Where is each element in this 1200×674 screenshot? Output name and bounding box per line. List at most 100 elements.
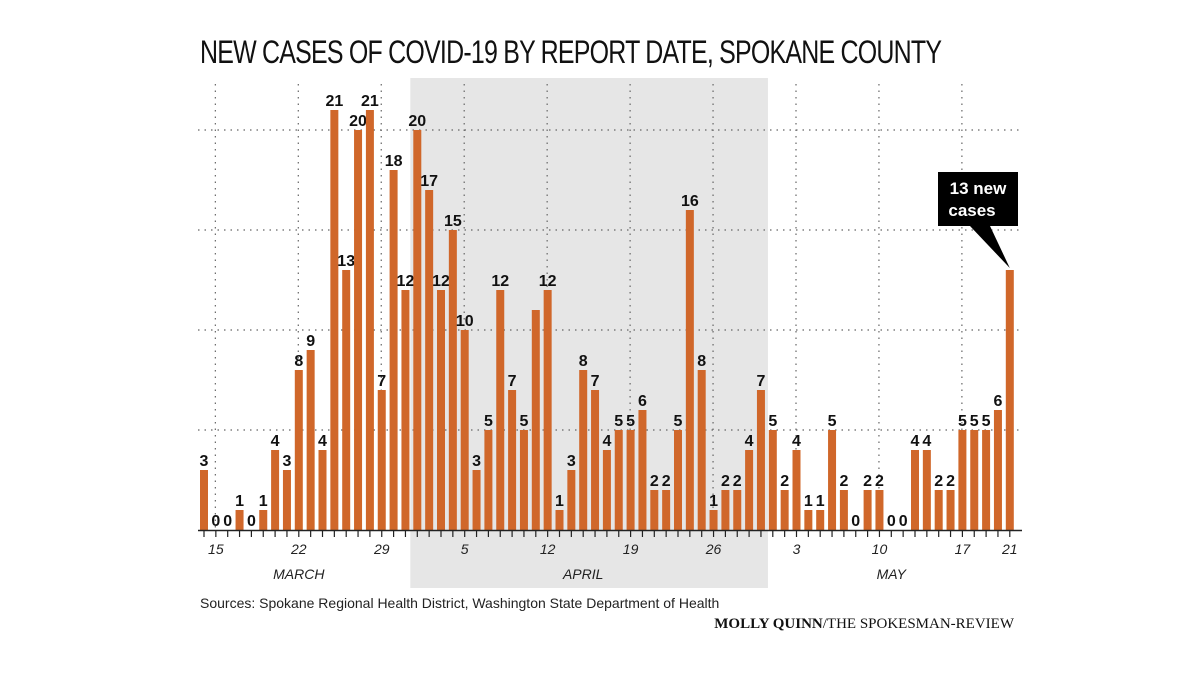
- callout-text-line2: cases: [948, 201, 995, 220]
- bar: [543, 290, 552, 530]
- x-tick-label: 29: [373, 541, 390, 557]
- bar-value-label: 5: [674, 413, 683, 430]
- bar-value-label: 5: [982, 413, 991, 430]
- bar-value-label: 4: [911, 433, 920, 450]
- bar: [591, 390, 600, 530]
- bar-value-label: 5: [768, 413, 777, 430]
- bar: [496, 290, 505, 530]
- bar-value-label: 2: [946, 473, 955, 490]
- bar-value-label: 2: [875, 473, 884, 490]
- bar-value-label: 2: [780, 473, 789, 490]
- bar-value-label: 3: [472, 453, 481, 470]
- bar-value-label: 0: [899, 513, 908, 530]
- bar: [958, 430, 967, 530]
- credit-name: MOLLY QUINN: [714, 616, 823, 632]
- bar: [472, 470, 481, 530]
- bar-value-label: 5: [484, 413, 493, 430]
- month-label: MARCH: [273, 566, 325, 582]
- bar: [259, 510, 268, 530]
- bar-value-label: 21: [325, 93, 343, 110]
- bar: [768, 430, 777, 530]
- bar: [354, 130, 363, 530]
- bar: [638, 410, 647, 530]
- bar-value-label: 20: [408, 113, 426, 130]
- bar: [626, 430, 635, 530]
- x-tick-label: 22: [290, 541, 307, 557]
- bar-value-label: 2: [934, 473, 943, 490]
- bar: [602, 450, 611, 530]
- bar-value-label: 9: [306, 333, 315, 350]
- credit-org: /THE SPOKESMAN-REVIEW: [822, 616, 1014, 632]
- bar-value-label: 5: [970, 413, 979, 430]
- bar-value-label: 12: [491, 273, 509, 290]
- bar: [674, 430, 682, 530]
- bar-value-label: 8: [697, 353, 706, 370]
- callout-box: [938, 172, 1018, 226]
- x-tick-label: 21: [1001, 541, 1018, 557]
- month-label: APRIL: [562, 566, 603, 582]
- bar: [519, 430, 528, 530]
- bar-value-label: 4: [271, 433, 280, 450]
- bar: [934, 490, 943, 530]
- bar: [756, 390, 765, 530]
- bar: [662, 490, 671, 530]
- bar-value-label: 4: [745, 433, 754, 450]
- chart-title: NEW CASES OF COVID-19 BY REPORT DATE, SP…: [200, 34, 942, 70]
- bar-value-label: 5: [958, 413, 967, 430]
- bar: [946, 490, 955, 530]
- bar-value-label: 2: [721, 473, 730, 490]
- bar: [745, 450, 754, 530]
- bar-value-label: 6: [638, 393, 647, 410]
- bar: [200, 470, 208, 530]
- bar-value-label: 10: [456, 313, 474, 330]
- bar-value-label: 5: [614, 413, 623, 430]
- bar-value-label: 1: [259, 493, 268, 510]
- bar: [970, 430, 979, 530]
- bar: [330, 110, 339, 530]
- bar: [306, 350, 315, 530]
- bar: [828, 430, 837, 530]
- bar-value-label: 3: [200, 453, 209, 470]
- bar: [365, 110, 374, 530]
- bar-value-label: 5: [828, 413, 837, 430]
- bar: [982, 430, 991, 530]
- bar-value-label: 0: [223, 513, 232, 530]
- bar: [733, 490, 742, 530]
- bar: [401, 290, 410, 530]
- bar: [709, 510, 718, 530]
- bar-value-label: 13: [337, 253, 355, 270]
- x-tick-label: 17: [955, 541, 972, 557]
- bar: [508, 390, 517, 530]
- bar: [271, 450, 280, 530]
- bar-value-label: 21: [361, 93, 379, 110]
- bar-value-label: 2: [839, 473, 848, 490]
- x-tick-label: 3: [793, 541, 801, 557]
- bar: [1005, 270, 1014, 530]
- bar-value-label: 4: [318, 433, 327, 450]
- bar-value-label: 5: [626, 413, 635, 430]
- bar: [531, 310, 540, 530]
- bar: [911, 450, 919, 530]
- bar-value-label: 6: [993, 393, 1002, 410]
- bar-value-label: 5: [519, 413, 528, 430]
- bar: [780, 490, 789, 530]
- bar: [484, 430, 493, 530]
- bar-value-label: 0: [211, 513, 220, 530]
- x-tick-label: 10: [872, 541, 888, 557]
- bar: [863, 490, 872, 530]
- bar: [282, 470, 291, 530]
- bar-value-label: 1: [816, 493, 825, 510]
- bar-value-label: 2: [863, 473, 872, 490]
- bar: [792, 450, 801, 530]
- bar-value-label: 0: [887, 513, 896, 530]
- bar-value-label: 1: [235, 493, 244, 510]
- bar-value-label: 2: [650, 473, 659, 490]
- bar: [922, 450, 931, 530]
- bar-value-label: 4: [792, 433, 801, 450]
- bar-value-label: 15: [444, 213, 462, 230]
- bar-value-label: 20: [349, 113, 367, 130]
- credit-line: MOLLY QUINN/THE SPOKESMAN-REVIEW: [714, 616, 1014, 633]
- bar-value-label: 16: [681, 193, 699, 210]
- bar-value-label: 2: [662, 473, 671, 490]
- bar-value-label: 2: [733, 473, 742, 490]
